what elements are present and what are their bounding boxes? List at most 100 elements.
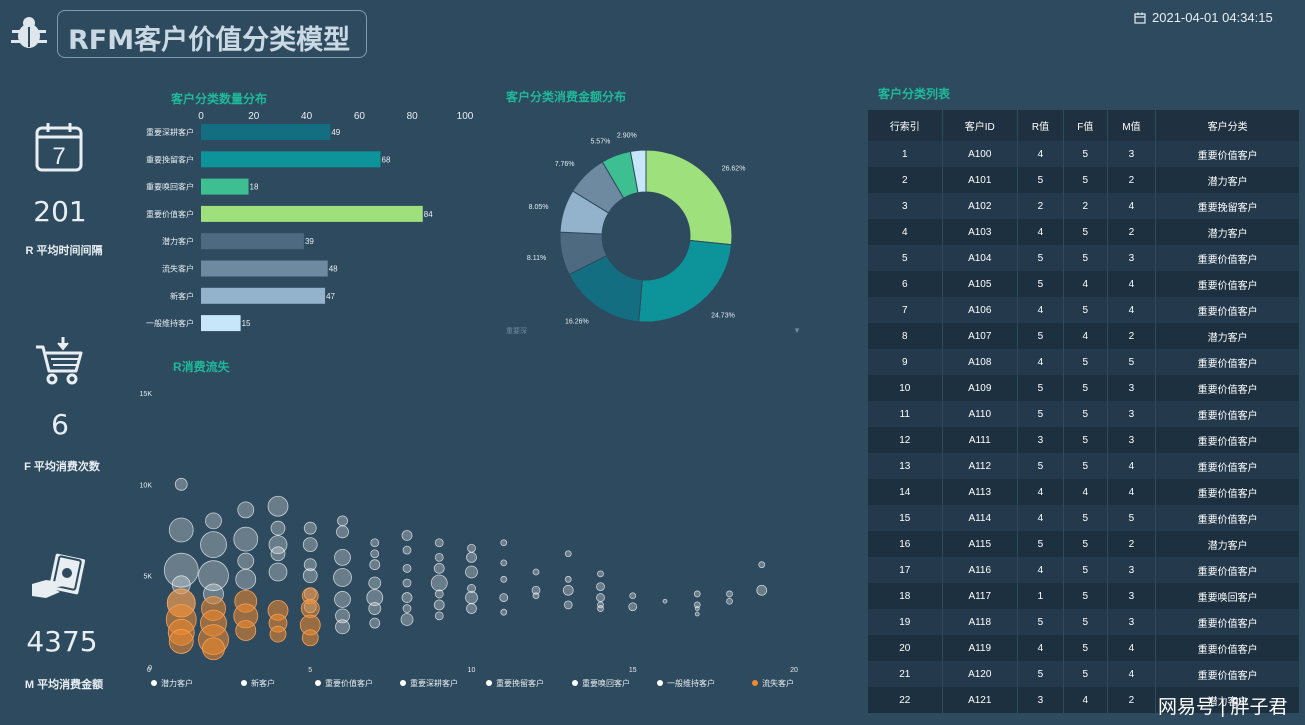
- bubble-point[interactable]: [726, 590, 733, 598]
- table-row[interactable]: 4 A103 4 5 2 潜力客户: [868, 219, 1300, 245]
- bubble-point[interactable]: [334, 591, 351, 608]
- bubble-point[interactable]: [693, 601, 701, 609]
- bubble-point[interactable]: [694, 611, 700, 617]
- legend-marker[interactable]: [315, 680, 321, 686]
- legend-marker[interactable]: [752, 680, 758, 686]
- legend-marker[interactable]: [151, 680, 157, 686]
- table-row[interactable]: 11 A110 5 5 3 重要价值客户: [868, 401, 1300, 427]
- table-row[interactable]: 9 A108 4 5 5 重要价值客户: [868, 349, 1300, 375]
- bubble-point[interactable]: [564, 575, 572, 583]
- bubble-point[interactable]: [465, 565, 478, 579]
- bubble-point[interactable]: [237, 501, 255, 519]
- table-row[interactable]: 17 A116 4 5 3 重要价值客户: [868, 557, 1300, 583]
- table-row[interactable]: 14 A113 4 4 4 重要价值客户: [868, 479, 1300, 505]
- bubble-point[interactable]: [337, 515, 348, 527]
- column-header[interactable]: 客户分类: [1155, 110, 1300, 141]
- bubble-point[interactable]: [301, 629, 319, 647]
- bubble-point[interactable]: [368, 602, 382, 615]
- bubble-point[interactable]: [303, 558, 317, 572]
- legend-label[interactable]: 重要唤回客户: [582, 678, 630, 688]
- bubble-point[interactable]: [174, 477, 188, 491]
- bubble-point[interactable]: [268, 562, 288, 582]
- table-row[interactable]: 5 A104 5 5 3 重要价值客户: [868, 245, 1300, 271]
- table-row[interactable]: 1 A100 4 5 3 重要价值客户: [868, 141, 1300, 167]
- bubble-point[interactable]: [235, 568, 257, 590]
- column-header[interactable]: 行索引: [868, 110, 943, 141]
- bubble-point[interactable]: [202, 637, 225, 661]
- bubble-point[interactable]: [368, 576, 382, 590]
- table-row[interactable]: 21 A120 5 5 4 重要价值客户: [868, 661, 1300, 687]
- table-row[interactable]: 6 A105 5 4 4 重要价值客户: [868, 271, 1300, 297]
- bar-1[interactable]: [201, 151, 381, 168]
- table-row[interactable]: 18 A117 1 5 3 重要唤回客户: [868, 583, 1300, 609]
- bubble-point[interactable]: [402, 563, 412, 573]
- bubble-point[interactable]: [693, 590, 701, 598]
- bubble-point[interactable]: [596, 582, 605, 592]
- bubble-point[interactable]: [303, 521, 317, 535]
- bubble-point[interactable]: [200, 531, 227, 559]
- bubble-point[interactable]: [430, 574, 448, 592]
- bubble-point[interactable]: [500, 539, 508, 547]
- legend-label[interactable]: 重要挽留客户: [496, 678, 544, 688]
- legend-label[interactable]: 重要价值客户: [325, 678, 373, 688]
- donut-slice-7[interactable]: [629, 149, 647, 194]
- bubble-point[interactable]: [336, 525, 349, 539]
- bubble-point[interactable]: [434, 538, 444, 548]
- legend-marker[interactable]: [400, 680, 406, 686]
- bubble-point[interactable]: [756, 584, 768, 596]
- bubble-point[interactable]: [500, 559, 508, 567]
- bubble-point[interactable]: [369, 617, 381, 629]
- bubble-point[interactable]: [205, 512, 222, 530]
- bubble-point[interactable]: [268, 535, 288, 555]
- bubble-point[interactable]: [466, 551, 477, 563]
- table-row[interactable]: 3 A102 2 2 4 重要挽留客户: [868, 193, 1300, 219]
- table-row[interactable]: 13 A112 5 5 4 重要价值客户: [868, 453, 1300, 479]
- bubble-point[interactable]: [168, 517, 194, 543]
- bubble-point[interactable]: [369, 559, 381, 571]
- table-row[interactable]: 7 A106 4 5 4 重要价值客户: [868, 297, 1300, 323]
- bubble-point[interactable]: [467, 584, 476, 593]
- bubble-point[interactable]: [564, 550, 572, 558]
- legend-marker[interactable]: [241, 680, 247, 686]
- bubble-point[interactable]: [758, 561, 766, 569]
- column-header[interactable]: F值: [1063, 110, 1108, 141]
- table-row[interactable]: 19 A118 5 5 3 重要价值客户: [868, 609, 1300, 635]
- bubble-point[interactable]: [302, 568, 318, 584]
- bubble-point[interactable]: [532, 568, 540, 576]
- bubble-point[interactable]: [434, 611, 444, 621]
- bubble-point[interactable]: [370, 538, 380, 548]
- bubble-point[interactable]: [433, 599, 445, 611]
- legend-marker[interactable]: [486, 680, 492, 686]
- bubble-point[interactable]: [237, 552, 255, 570]
- bubble-point[interactable]: [628, 602, 638, 612]
- bubble-point[interactable]: [662, 598, 668, 604]
- column-header[interactable]: M值: [1107, 110, 1157, 141]
- bubble-point[interactable]: [499, 593, 509, 602]
- legend-marker[interactable]: [657, 680, 663, 686]
- bubble-point[interactable]: [335, 619, 350, 635]
- bubble-point[interactable]: [597, 605, 604, 612]
- table-row[interactable]: 8 A107 5 4 2 潜力客户: [868, 323, 1300, 349]
- bubble-point[interactable]: [400, 613, 414, 626]
- bubble-point[interactable]: [267, 495, 289, 517]
- bubble-point[interactable]: [629, 592, 637, 600]
- legend-label[interactable]: 重要深耕客户: [410, 678, 458, 688]
- bubble-point[interactable]: [233, 526, 259, 552]
- legend-label[interactable]: 潜力客户: [161, 678, 193, 688]
- bubble-point[interactable]: [269, 625, 287, 643]
- table-row[interactable]: 10 A109 5 5 3 重要价值客户: [868, 375, 1300, 401]
- donut-slice-0[interactable]: [645, 149, 733, 246]
- bubble-point[interactable]: [366, 589, 384, 606]
- bubble-point[interactable]: [198, 560, 229, 592]
- bubble-point[interactable]: [402, 578, 412, 588]
- bubble-point[interactable]: [596, 593, 605, 602]
- legend-marker[interactable]: [572, 680, 578, 686]
- bar-3[interactable]: [201, 205, 423, 222]
- bubble-point[interactable]: [597, 601, 604, 609]
- legend-label[interactable]: 流失客户: [762, 678, 794, 688]
- legend-label[interactable]: 一般维持客户: [667, 678, 715, 688]
- table-row[interactable]: 16 A115 5 5 2 潜力客户: [868, 531, 1300, 557]
- table-row[interactable]: 2 A101 5 5 2 潜力客户: [868, 167, 1300, 193]
- bubble-point[interactable]: [532, 592, 540, 600]
- bubble-point[interactable]: [433, 562, 445, 574]
